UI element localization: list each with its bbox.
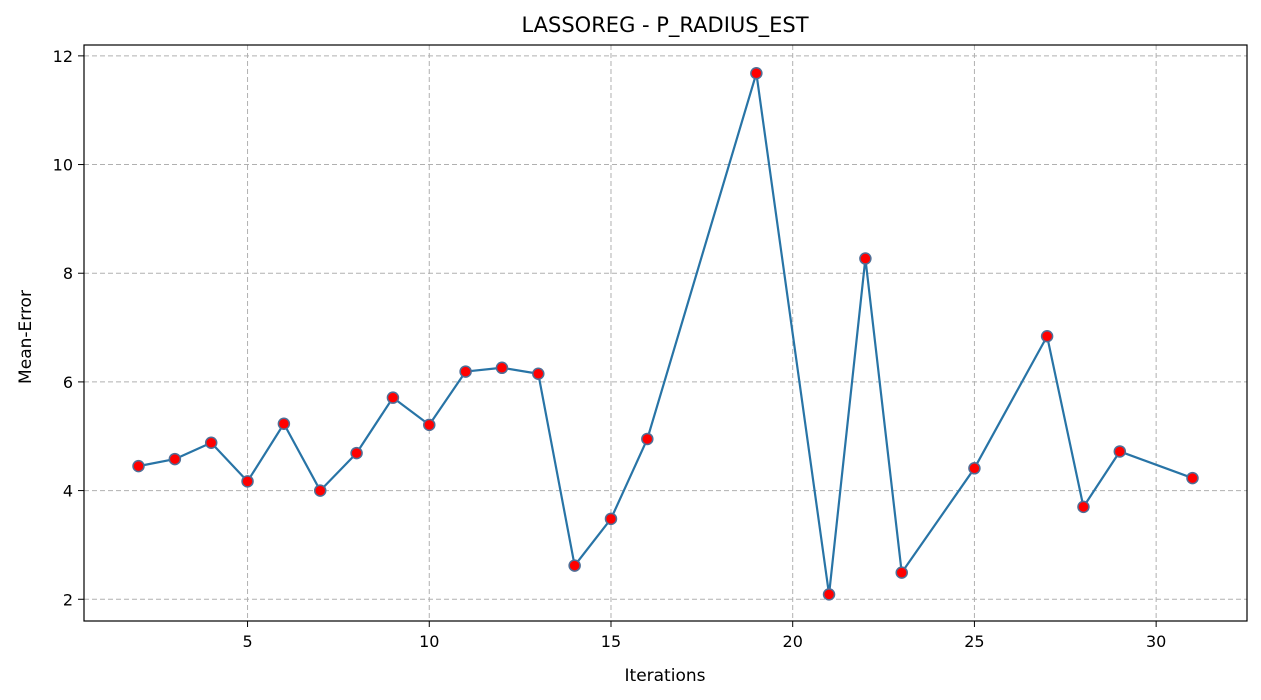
x-tick-label: 25 <box>964 632 984 651</box>
x-tick-label: 10 <box>419 632 439 651</box>
data-point <box>859 252 872 265</box>
data-point <box>386 391 400 404</box>
x-tick-label: 20 <box>783 632 803 651</box>
data-point <box>459 365 472 378</box>
y-tick-label: 8 <box>63 264 73 283</box>
data-point <box>895 566 908 579</box>
data-point <box>132 459 145 473</box>
data-point <box>568 559 581 572</box>
data-point <box>532 367 545 381</box>
y-tick-label: 4 <box>63 482 73 501</box>
data-point <box>277 417 291 430</box>
y-tick-label: 2 <box>63 590 73 609</box>
data-point <box>1186 471 1199 485</box>
data-point <box>604 512 618 526</box>
data-point <box>750 67 763 80</box>
y-tick-label: 10 <box>53 156 73 175</box>
series-line <box>138 72 1193 596</box>
chart-title: LASSOREG - P_RADIUS_EST <box>521 13 808 38</box>
data-point <box>495 361 509 375</box>
data-point <box>968 462 981 475</box>
series-layer <box>132 67 1199 601</box>
x-tick-label: 15 <box>601 632 621 651</box>
data-point <box>423 418 436 432</box>
data-point <box>241 475 254 488</box>
data-point <box>1040 330 1054 343</box>
data-point <box>204 436 218 450</box>
data-point <box>313 484 327 497</box>
axis-ticks: 5 10 15 20 25 30 2 4 6 8 10 12 <box>53 47 1167 651</box>
y-tick-label: 6 <box>63 373 73 392</box>
data-point <box>1077 500 1090 514</box>
x-axis-label: Iterations <box>625 666 706 686</box>
data-point <box>350 446 363 460</box>
y-axis-label: Mean-Error <box>16 290 36 384</box>
data-point <box>641 432 654 446</box>
plot-area-frame <box>83 44 1248 622</box>
data-point <box>168 452 182 466</box>
y-tick-label: 12 <box>53 47 73 66</box>
data-point <box>822 588 836 601</box>
data-point <box>1113 445 1127 458</box>
x-tick-label: 30 <box>1146 632 1166 651</box>
grid <box>84 45 1247 621</box>
x-tick-label: 5 <box>242 632 252 651</box>
